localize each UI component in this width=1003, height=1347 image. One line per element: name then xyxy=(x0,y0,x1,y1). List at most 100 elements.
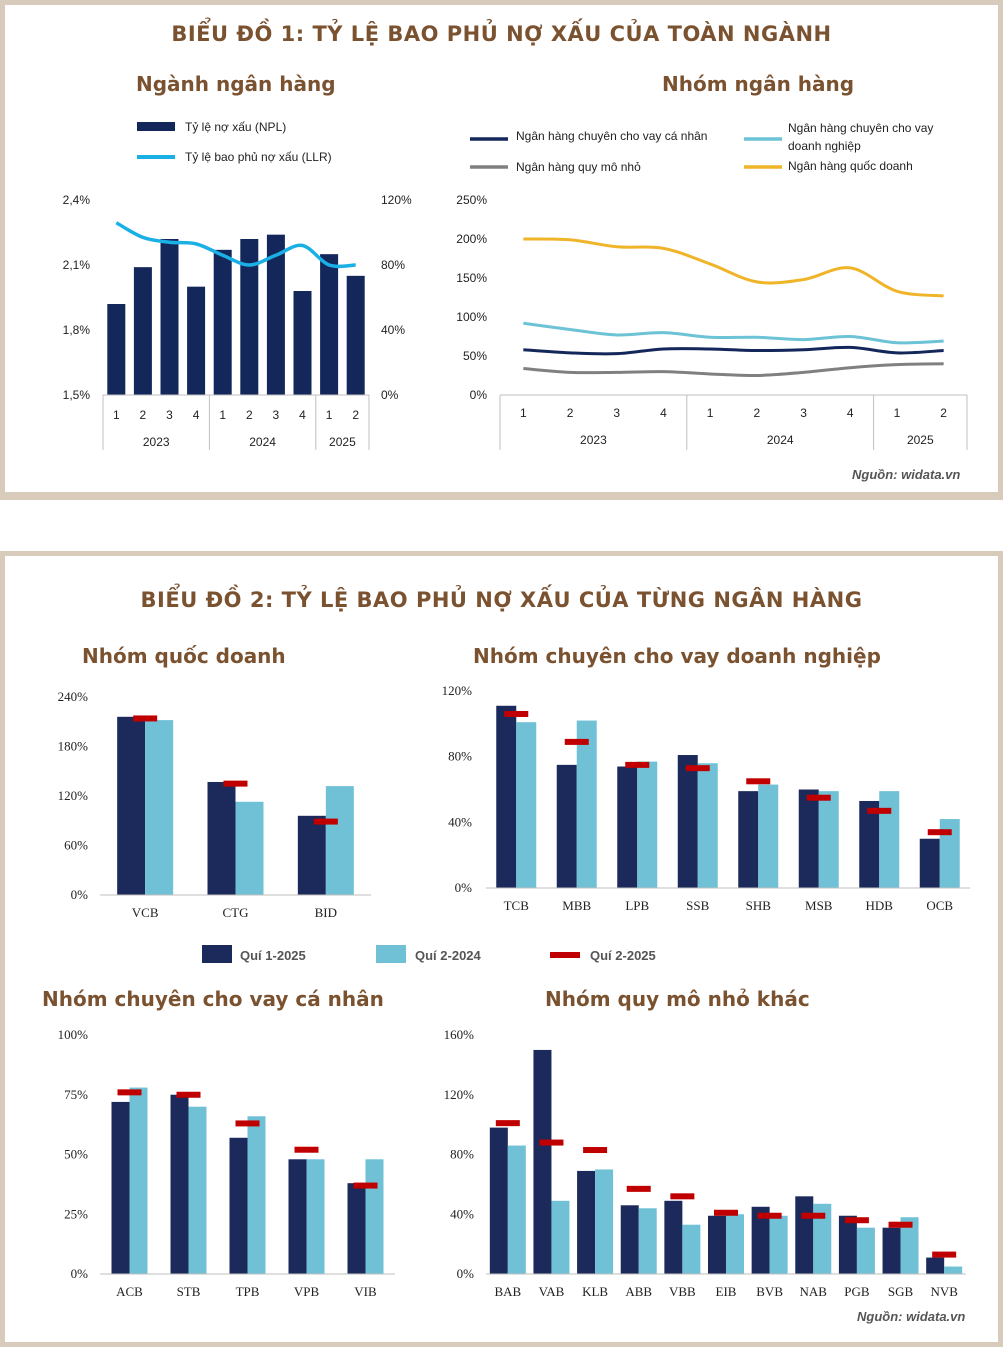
quarter-label: 1 xyxy=(326,408,333,422)
small-marker-q2-2025 xyxy=(670,1193,695,1200)
quarter-label: 4 xyxy=(193,408,200,422)
personal-bar-q2-2024 xyxy=(247,1116,266,1274)
state-tick-label: 180% xyxy=(58,739,89,754)
corporate-bar-q2-2024 xyxy=(879,791,900,888)
small-bar-q1-2025 xyxy=(882,1227,901,1274)
corporate-marker-q2-2025 xyxy=(625,761,650,768)
corporate-bar-q2-2024 xyxy=(576,720,597,888)
personal-bar-q1-2025 xyxy=(229,1137,248,1274)
personal-bar-q2-2024 xyxy=(129,1087,148,1274)
quarter-label: 1 xyxy=(113,408,120,422)
legend-state-label: Ngân hàng quốc doanh xyxy=(788,159,913,173)
small-marker-q2-2025 xyxy=(844,1217,869,1224)
legend-q1-2025-label: Quí 1-2025 xyxy=(240,948,306,963)
quarter-label: 3 xyxy=(166,408,173,422)
small-marker-q2-2025 xyxy=(626,1185,651,1192)
right-tick-label: 120% xyxy=(381,193,412,207)
groups-quarter-label: 2 xyxy=(754,406,761,420)
small-bar-q2-2024 xyxy=(638,1208,657,1274)
state-bar-q1-2025 xyxy=(297,815,326,895)
groups-quarter-label: 4 xyxy=(660,406,667,420)
legend-npl-label: Tỷ lệ nợ xấu (NPL) xyxy=(185,120,286,134)
quarter-label: 2 xyxy=(352,408,359,422)
corporate-bar-q2-2024 xyxy=(818,791,839,888)
small-bar-q1-2025 xyxy=(926,1257,945,1274)
personal-subtitle: Nhóm chuyên cho vay cá nhân xyxy=(42,987,384,1011)
chart1-title: BIỂU ĐỒ 1: TỶ LỆ BAO PHỦ NỢ XẤU CỦA TOÀN… xyxy=(171,22,832,46)
quarter-label: 2 xyxy=(246,408,253,422)
corporate-bar-q1-2025 xyxy=(617,766,638,888)
corporate-bar-q1-2025 xyxy=(798,789,819,888)
npl-bar xyxy=(293,291,312,395)
corporate-tick-label: 0% xyxy=(455,880,473,895)
corporate-marker-q2-2025 xyxy=(927,829,952,836)
npl-bar xyxy=(213,249,232,395)
corporate-bar-q1-2025 xyxy=(556,764,577,888)
small-marker-q2-2025 xyxy=(583,1147,608,1154)
corporate-category-label: MBB xyxy=(562,898,591,913)
small-marker-q2-2025 xyxy=(495,1120,520,1127)
left-tick-label: 1,8% xyxy=(63,323,91,337)
corporate-category-label: SSB xyxy=(686,898,709,913)
small-bar-q2-2024 xyxy=(944,1266,963,1274)
personal-marker-q2-2025 xyxy=(117,1089,142,1096)
chart2-title: BIỂU ĐỒ 2: TỶ LỆ BAO PHỦ NỢ XẤU CỦA TỪNG… xyxy=(140,588,863,612)
state-bar-q2-2024 xyxy=(235,801,264,895)
small-bar-q2-2024 xyxy=(682,1224,701,1274)
chart1-source: Nguồn: widata.vn xyxy=(852,467,961,482)
state-bar-q2-2024 xyxy=(145,720,174,895)
small-tick-label: 160% xyxy=(444,1027,475,1042)
corporate-subtitle: Nhóm chuyên cho vay doanh nghiệp xyxy=(473,644,881,668)
small-tick-label: 40% xyxy=(450,1206,474,1221)
corporate-tick-label: 80% xyxy=(448,749,472,764)
corporate-bar-q1-2025 xyxy=(919,838,940,888)
state-marker-q2-2025 xyxy=(223,780,248,787)
corporate-marker-q2-2025 xyxy=(504,710,529,717)
corporate-line xyxy=(523,321,944,345)
small-bar-q1-2025 xyxy=(708,1215,726,1274)
groups-tick-label: 250% xyxy=(456,193,487,207)
legend-q2-2024-label: Quí 2-2024 xyxy=(415,948,482,963)
state-category-label: CTG xyxy=(223,905,249,920)
small-bar-q2-2024 xyxy=(769,1215,788,1274)
legend-corporate-label-1: Ngân hàng chuyên cho vay xyxy=(788,121,933,135)
corporate-category-label: LPB xyxy=(625,898,649,913)
corporate-bar-q1-2025 xyxy=(677,755,698,888)
personal-bar-q1-2025 xyxy=(111,1101,130,1274)
small-category-label: NAB xyxy=(800,1284,828,1299)
corporate-tick-label: 40% xyxy=(448,814,472,829)
small-bar-q1-2025 xyxy=(620,1205,639,1274)
small-bar-q1-2025 xyxy=(838,1215,857,1274)
npl-bar xyxy=(346,275,365,395)
small-bar-q2-2024 xyxy=(595,1169,614,1274)
legend-q2-2024-swatch xyxy=(376,945,406,963)
panel-gap xyxy=(0,500,1003,551)
small-marker-q2-2025 xyxy=(801,1212,826,1219)
small-tick-label: 0% xyxy=(457,1266,475,1281)
corporate-category-label: MSB xyxy=(805,898,833,913)
right-tick-label: 0% xyxy=(381,388,399,402)
state-tick-label: 240% xyxy=(58,689,89,704)
npl-bar xyxy=(240,239,259,395)
small-category-label: ABB xyxy=(625,1284,652,1299)
state-bar-q2-2024 xyxy=(325,786,354,895)
year-label: 2023 xyxy=(143,435,170,449)
groups-subtitle: Nhóm ngân hàng xyxy=(662,72,855,96)
personal-bar-q2-2024 xyxy=(306,1159,325,1274)
npl-bar xyxy=(107,304,126,395)
quarter-label: 2 xyxy=(140,408,147,422)
small-category-label: VBB xyxy=(669,1284,696,1299)
personal-category-label: STB xyxy=(177,1284,201,1299)
small-bar-q2-2024 xyxy=(726,1214,744,1274)
personal-bar-q2-2024 xyxy=(365,1159,384,1274)
quarter-label: 4 xyxy=(299,408,306,422)
legend-small-label: Ngân hàng quy mô nhỏ xyxy=(516,160,641,174)
groups-quarter-label: 2 xyxy=(940,406,947,420)
corporate-marker-q2-2025 xyxy=(685,765,710,772)
personal-bar-q1-2025 xyxy=(347,1183,366,1274)
legend-personal-label: Ngân hàng chuyên cho vay cá nhân xyxy=(516,129,707,143)
small-category-label: PGB xyxy=(844,1284,870,1299)
year-label: 2025 xyxy=(329,435,356,449)
small-tick-label: 120% xyxy=(444,1087,475,1102)
groups-quarter-label: 2 xyxy=(567,406,574,420)
